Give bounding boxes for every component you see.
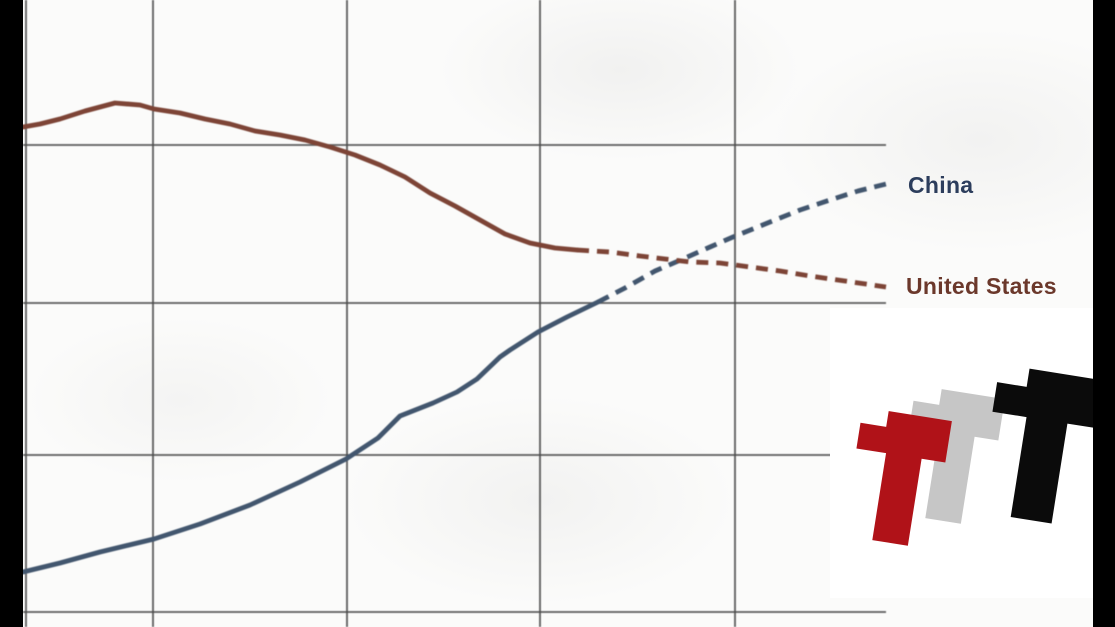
left-letterbox-bar [0, 0, 23, 627]
watermark-letter-t-red [856, 411, 952, 546]
watermark-letter-t-black [992, 368, 1103, 524]
series-line-solid-united-states [20, 100, 580, 253]
series-line-dashed-china [596, 181, 887, 305]
series-line-dashed-united-states [576, 247, 887, 290]
ttt-watermark-logo [856, 368, 1103, 546]
series-label-united-states: United States [906, 273, 1057, 299]
watermark-background [830, 308, 1115, 598]
series-line-solid-china [20, 299, 601, 575]
series-label-china: China [908, 172, 974, 198]
right-letterbox-bar [1093, 0, 1115, 627]
